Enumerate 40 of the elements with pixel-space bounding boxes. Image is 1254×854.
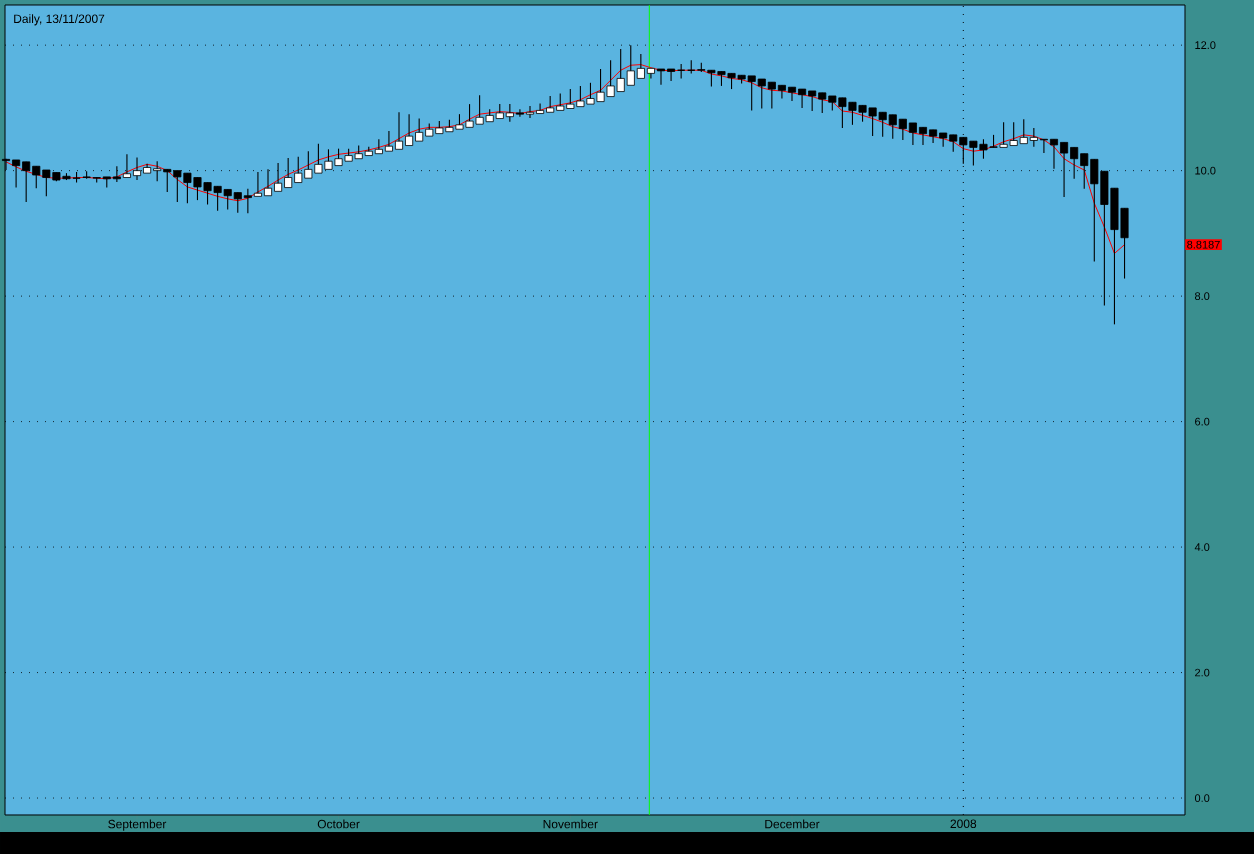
candlestick xyxy=(284,157,293,188)
x-tick-label: December xyxy=(765,819,820,829)
x-tick-label: November xyxy=(543,819,598,829)
y-tick-label: 8.0 xyxy=(1194,292,1210,301)
candlestick xyxy=(536,102,545,114)
y-tick-label: 0.0 xyxy=(1194,794,1210,802)
candlestick xyxy=(384,130,393,152)
candlestick xyxy=(939,132,948,148)
candlestick xyxy=(808,90,817,112)
candlestick xyxy=(122,153,131,178)
candlestick xyxy=(274,162,283,192)
candlestick xyxy=(656,68,666,86)
candlestick xyxy=(72,171,81,184)
text: Daily, 13/11/2007 xyxy=(14,14,105,26)
y-tick-label: 4.0 xyxy=(1194,543,1210,551)
candlestick xyxy=(143,163,152,174)
x-tick-label: 2008 xyxy=(950,819,977,829)
candlestick xyxy=(374,138,383,155)
candlestick xyxy=(525,105,535,119)
candlestick xyxy=(102,176,111,189)
candlestick xyxy=(405,113,414,146)
x-tick-label: September xyxy=(108,819,167,831)
candlestick xyxy=(263,168,273,197)
x-tick-label: October xyxy=(317,819,360,829)
candlestick xyxy=(646,67,655,79)
candlestick xyxy=(546,95,555,113)
y-tick-label: 6.0 xyxy=(1195,417,1210,426)
candlestick xyxy=(667,68,676,82)
y-tick-label: 12.0 xyxy=(1195,41,1216,50)
candlestick xyxy=(132,156,142,181)
candlestick xyxy=(253,171,262,197)
candlestick xyxy=(394,111,404,150)
y-tick-label: 2.0 xyxy=(1195,668,1210,677)
candlestick xyxy=(1039,138,1048,154)
candlestick xyxy=(233,192,242,214)
text: 8.8187 xyxy=(1187,240,1220,249)
y-tick-label: 10.0 xyxy=(1195,166,1216,175)
candlestick xyxy=(767,81,776,110)
candlestick xyxy=(22,161,31,203)
candlestick xyxy=(515,108,524,118)
